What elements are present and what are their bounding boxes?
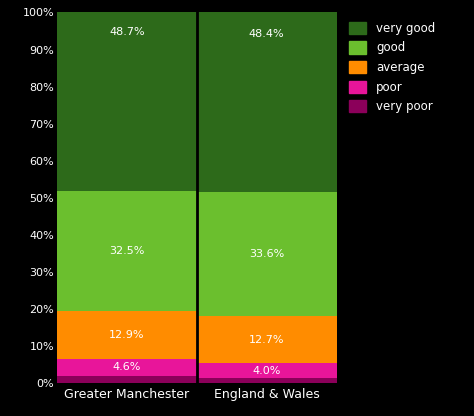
Bar xyxy=(57,191,197,311)
Text: 48.7%: 48.7% xyxy=(109,27,145,37)
Text: 32.5%: 32.5% xyxy=(109,246,145,256)
Text: 48.4%: 48.4% xyxy=(249,29,284,39)
Bar xyxy=(197,363,337,378)
Bar xyxy=(197,192,337,316)
Text: 12.7%: 12.7% xyxy=(249,334,284,344)
Legend: very good, good, average, poor, very poor: very good, good, average, poor, very poo… xyxy=(345,18,439,116)
Text: 33.6%: 33.6% xyxy=(249,249,284,259)
Bar xyxy=(197,12,337,192)
Text: 4.0%: 4.0% xyxy=(253,366,281,376)
Bar xyxy=(57,311,197,359)
Text: 12.9%: 12.9% xyxy=(109,330,145,340)
Bar xyxy=(197,378,337,383)
Bar xyxy=(57,376,197,383)
Bar xyxy=(57,359,197,376)
Bar xyxy=(57,10,197,191)
Bar xyxy=(197,316,337,363)
Text: 4.6%: 4.6% xyxy=(113,362,141,372)
